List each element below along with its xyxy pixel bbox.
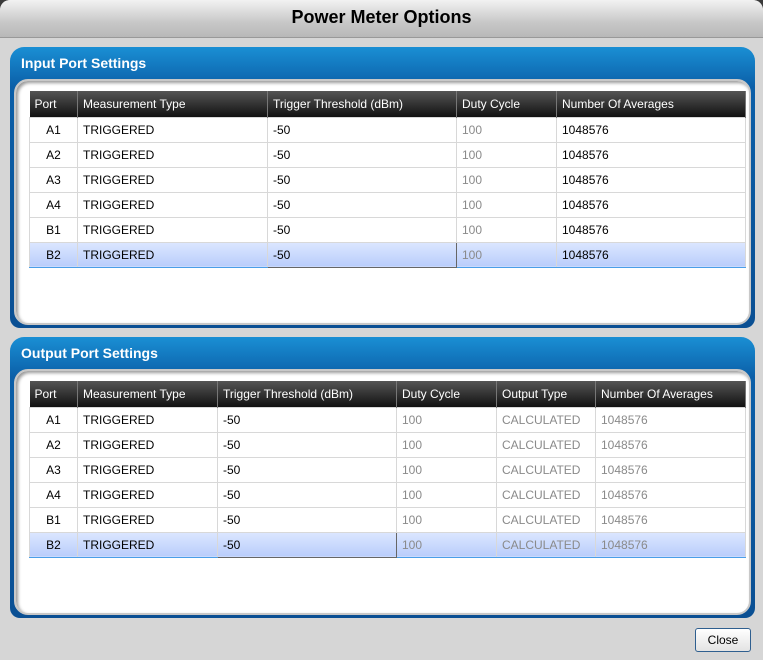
- column-header[interactable]: Trigger Threshold (dBm): [217, 381, 397, 407]
- port-cell: A3: [29, 166, 78, 193]
- table-cell[interactable]: TRIGGERED: [77, 116, 268, 143]
- table-cell[interactable]: TRIGGERED: [77, 481, 218, 508]
- panel-title: Output Port Settings: [21, 345, 158, 361]
- table-cell[interactable]: CALCULATED: [496, 406, 596, 433]
- column-header[interactable]: Output Type: [496, 381, 596, 407]
- table-cell[interactable]: 100: [396, 531, 497, 558]
- port-cell: B2: [29, 531, 78, 558]
- table-cell[interactable]: -50: [267, 166, 457, 193]
- column-header[interactable]: Duty Cycle: [396, 381, 497, 407]
- table-cell[interactable]: 100: [456, 241, 557, 268]
- table-cell[interactable]: 1048576: [595, 506, 746, 533]
- table-cell[interactable]: 1048576: [595, 531, 746, 558]
- table-cell[interactable]: 100: [456, 141, 557, 168]
- table-cell[interactable]: 100: [456, 191, 557, 218]
- output-port-table: Port Measurement Type Trigger Threshold (d…: [29, 381, 746, 558]
- table-cell[interactable]: TRIGGERED: [77, 241, 268, 268]
- table-cell[interactable]: -50: [267, 191, 457, 218]
- table-cell[interactable]: TRIGGERED: [77, 166, 268, 193]
- table-cell[interactable]: TRIGGERED: [77, 406, 218, 433]
- table-cell[interactable]: 100: [396, 456, 497, 483]
- table-cell[interactable]: TRIGGERED: [77, 531, 218, 558]
- table-row[interactable]: B2 TRIGGERED -50 100 1048576: [29, 241, 746, 268]
- table-row[interactable]: B2 TRIGGERED -50 100 CALCULATED 1048576: [29, 531, 746, 558]
- column-header[interactable]: Number Of Averages: [556, 91, 746, 117]
- table-cell[interactable]: -50: [217, 531, 397, 558]
- table-cell[interactable]: 100: [396, 481, 497, 508]
- column-header[interactable]: Measurement Type: [77, 381, 218, 407]
- table-cell[interactable]: -50: [267, 216, 457, 243]
- table-cell[interactable]: TRIGGERED: [77, 216, 268, 243]
- table-cell[interactable]: CALCULATED: [496, 481, 596, 508]
- dialog-title: Power Meter Options: [0, 0, 763, 38]
- table-row[interactable]: A2 TRIGGERED -50 100 1048576: [29, 141, 746, 168]
- port-cell: A1: [29, 406, 78, 433]
- table-cell[interactable]: TRIGGERED: [77, 191, 268, 218]
- column-header[interactable]: Trigger Threshold (dBm): [267, 91, 457, 117]
- table-row[interactable]: B1 TRIGGERED -50 100 CALCULATED 1048576: [29, 506, 746, 533]
- table-cell[interactable]: 1048576: [556, 166, 746, 193]
- table-cell[interactable]: 100: [396, 406, 497, 433]
- table-cell[interactable]: CALCULATED: [496, 531, 596, 558]
- table-cell[interactable]: 100: [456, 116, 557, 143]
- table-cell[interactable]: CALCULATED: [496, 506, 596, 533]
- table-cell[interactable]: 100: [396, 431, 497, 458]
- table-cell[interactable]: TRIGGERED: [77, 431, 218, 458]
- table-cell[interactable]: 1048576: [595, 406, 746, 433]
- column-header[interactable]: Port: [29, 381, 78, 407]
- panel-title: Input Port Settings: [21, 55, 147, 71]
- table-cell[interactable]: -50: [217, 456, 397, 483]
- table-cell[interactable]: 1048576: [556, 241, 746, 268]
- port-cell: A2: [29, 431, 78, 458]
- table-row[interactable]: A3 TRIGGERED -50 100 1048576: [29, 166, 746, 193]
- port-cell: A1: [29, 116, 78, 143]
- close-button[interactable]: Close: [695, 628, 751, 652]
- table-cell[interactable]: 1048576: [556, 216, 746, 243]
- table-cell[interactable]: 1048576: [556, 141, 746, 168]
- port-cell: A4: [29, 481, 78, 508]
- table-cell[interactable]: 100: [456, 216, 557, 243]
- table-cell[interactable]: -50: [267, 141, 457, 168]
- table-row[interactable]: A4 TRIGGERED -50 100 1048576: [29, 191, 746, 218]
- port-cell: B2: [29, 241, 78, 268]
- table-cell[interactable]: 1048576: [595, 431, 746, 458]
- table-row[interactable]: A4 TRIGGERED -50 100 CALCULATED 1048576: [29, 481, 746, 508]
- table-cell[interactable]: -50: [267, 116, 457, 143]
- table-cell[interactable]: TRIGGERED: [77, 506, 218, 533]
- table-cell[interactable]: TRIGGERED: [77, 141, 268, 168]
- input-port-table: Port Measurement Type Trigger Threshold (d…: [29, 91, 746, 268]
- table-row[interactable]: A1 TRIGGERED -50 100 CALCULATED 1048576: [29, 406, 746, 433]
- table-row[interactable]: A2 TRIGGERED -50 100 CALCULATED 1048576: [29, 431, 746, 458]
- table-cell[interactable]: 100: [396, 506, 497, 533]
- input-port-settings-panel: Input Port Settings Port Measurement Type…: [10, 47, 755, 328]
- table-cell[interactable]: CALCULATED: [496, 431, 596, 458]
- column-header[interactable]: Number Of Averages: [595, 381, 746, 407]
- port-cell: B1: [29, 216, 78, 243]
- table-cell[interactable]: -50: [217, 481, 397, 508]
- output-port-settings-panel: Output Port Settings Port Measurement Typ…: [10, 337, 755, 618]
- table-cell[interactable]: CALCULATED: [496, 456, 596, 483]
- table-cell[interactable]: -50: [217, 406, 397, 433]
- port-cell: A4: [29, 191, 78, 218]
- column-header[interactable]: Measurement Type: [77, 91, 268, 117]
- table-cell[interactable]: -50: [267, 241, 457, 268]
- table-cell[interactable]: 100: [456, 166, 557, 193]
- table-cell[interactable]: -50: [217, 506, 397, 533]
- column-header[interactable]: Duty Cycle: [456, 91, 557, 117]
- table-cell[interactable]: 1048576: [595, 481, 746, 508]
- table-cell[interactable]: -50: [217, 431, 397, 458]
- table-cell[interactable]: 1048576: [556, 116, 746, 143]
- table-cell[interactable]: 1048576: [556, 191, 746, 218]
- column-header[interactable]: Port: [29, 91, 78, 117]
- table-row[interactable]: B1 TRIGGERED -50 100 1048576: [29, 216, 746, 243]
- port-cell: A2: [29, 141, 78, 168]
- table-cell[interactable]: 1048576: [595, 456, 746, 483]
- port-cell: A3: [29, 456, 78, 483]
- table-row[interactable]: A3 TRIGGERED -50 100 CALCULATED 1048576: [29, 456, 746, 483]
- port-cell: B1: [29, 506, 78, 533]
- table-row[interactable]: A1 TRIGGERED -50 100 1048576: [29, 116, 746, 143]
- table-cell[interactable]: TRIGGERED: [77, 456, 218, 483]
